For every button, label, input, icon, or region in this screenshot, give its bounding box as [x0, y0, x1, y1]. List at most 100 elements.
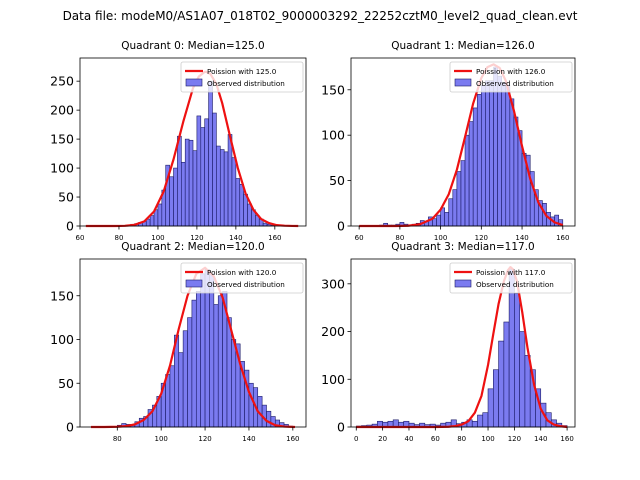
x-tick-label: 100: [151, 234, 164, 242]
y-tick-label: 0: [337, 219, 345, 234]
subplot-quadrant-3: Quadrant 3: Median=117.0 0 20 40 60 80 100 120 1…: [321, 241, 576, 443]
y-tick-label: 100: [50, 161, 74, 176]
histogram-bar: [204, 118, 209, 227]
legend-curve-label: Poission with 125.0: [207, 67, 277, 76]
histogram-bar: [497, 75, 502, 227]
subplot-title: Quadrant 0: Median=125.0: [121, 40, 264, 52]
legend-bar-label: Observed distribution: [476, 79, 554, 88]
legend: Poission with 125.0 Observed distribution: [180, 61, 304, 93]
x-tick-label: 0: [354, 435, 358, 443]
legend: Poission with 126.0 Observed distribution: [449, 61, 573, 93]
legend-curve-label: Poission with 117.0: [476, 268, 546, 277]
x-tick-label: 60: [431, 435, 440, 443]
histogram-bar: [509, 98, 515, 227]
histogram-bar: [524, 355, 531, 428]
histogram-bar: [444, 212, 450, 227]
y-tick-label: 50: [329, 173, 345, 188]
x-tick-label: 60: [355, 234, 364, 242]
histogram-bar: [482, 412, 489, 428]
x-tick-label: 160: [560, 435, 573, 443]
subplot-title: Quadrant 2: Median=120.0: [121, 241, 264, 253]
legend-bar-swatch: [185, 78, 203, 87]
x-tick-label: 120: [190, 234, 203, 242]
histogram-bar: [493, 369, 499, 428]
subplots: Quadrant 0: Median=125.0 60 80 100 120 140 160…: [50, 40, 576, 443]
x-tick-label: 100: [481, 435, 494, 443]
histogram-bar: [501, 82, 507, 227]
histogram-bar: [184, 138, 190, 227]
y-tick-label: 150: [50, 132, 74, 147]
legend-box: [449, 61, 573, 93]
histogram-bar: [432, 218, 437, 227]
histogram-bar: [177, 135, 182, 227]
histogram-bar: [182, 330, 188, 428]
histogram-bar: [464, 134, 470, 227]
histogram-bar: [266, 410, 272, 428]
x-tick-label: 160: [556, 234, 569, 242]
histogram-bar: [513, 116, 519, 227]
y-tick-label: 200: [321, 324, 345, 339]
legend-box: [449, 262, 573, 294]
histogram-bar: [436, 214, 441, 227]
x-tick-label: 140: [534, 435, 547, 443]
histogram-bar: [169, 176, 174, 227]
histogram-bar: [498, 340, 505, 428]
histogram-bar: [191, 299, 197, 428]
histogram-bars: [122, 80, 276, 227]
legend-bar-label: Observed distribution: [207, 280, 285, 289]
histogram-bar: [468, 121, 474, 227]
y-tick-label: 100: [321, 372, 345, 387]
y-tick-label: 150: [50, 288, 74, 303]
x-tick-label: 120: [475, 234, 488, 242]
x-tick-label: 140: [242, 435, 255, 443]
histogram-bar: [448, 198, 454, 227]
x-tick-label: 100: [154, 435, 167, 443]
legend-bar-swatch: [454, 78, 472, 87]
histogram-bar: [178, 352, 184, 428]
histogram-bar: [208, 80, 213, 227]
histogram-bar: [209, 273, 215, 428]
histogram-bar: [472, 107, 478, 227]
histogram-bar: [477, 414, 484, 428]
histogram-bar: [239, 183, 244, 227]
histogram-bar: [505, 84, 511, 227]
legend-bar-label: Observed distribution: [476, 280, 554, 289]
histogram-bar: [187, 317, 193, 428]
x-tick-label: 20: [378, 435, 387, 443]
histogram-bar: [169, 365, 175, 428]
y-tick-label: 0: [66, 219, 74, 234]
x-tick-label: 80: [113, 435, 122, 443]
histogram-bar: [217, 295, 223, 428]
figure-title: Data file: modeM0/AS1A07_018T02_90000032…: [63, 9, 578, 23]
legend-curve-label: Poission with 126.0: [476, 67, 546, 76]
histogram-bar: [503, 321, 510, 428]
subplot-quadrant-0: Quadrant 0: Median=125.0 60 80 100 120 140 160…: [50, 40, 307, 242]
x-tick-label: 100: [434, 234, 447, 242]
x-tick-label: 120: [198, 435, 211, 443]
histogram-bar: [212, 112, 217, 227]
subplot-title: Quadrant 1: Median=126.0: [391, 40, 534, 52]
histogram-bar: [248, 382, 254, 428]
y-tick-label: 50: [58, 376, 74, 391]
y-tick-label: 0: [66, 420, 74, 435]
x-tick-label: 60: [76, 234, 85, 242]
y-tick-label: 250: [50, 74, 74, 89]
histogram-bar: [452, 189, 458, 227]
legend-box: [180, 262, 304, 294]
histogram-bar: [216, 145, 221, 227]
subplot-title: Quadrant 3: Median=117.0: [391, 241, 534, 253]
histogram-bar: [471, 420, 478, 428]
legend-bar-swatch: [185, 279, 203, 288]
y-tick-label: 100: [321, 128, 345, 143]
legend-curve-label: Poission with 120.0: [207, 268, 277, 277]
histogram-bar: [231, 339, 237, 428]
histogram-bar: [195, 291, 201, 428]
histogram-bar: [196, 115, 202, 227]
y-tick-label: 0: [337, 420, 345, 435]
histogram-bar: [231, 157, 237, 227]
histogram-bar: [157, 203, 163, 227]
histogram-bar: [227, 134, 233, 227]
y-tick-label: 200: [50, 103, 74, 118]
histogram-bar: [487, 388, 494, 428]
